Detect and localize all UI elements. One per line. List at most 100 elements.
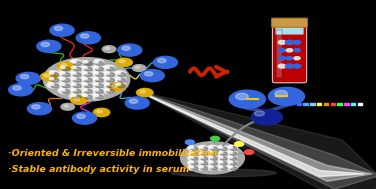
- Text: ·Stable antibody activity in serum: ·Stable antibody activity in serum: [8, 165, 189, 174]
- Circle shape: [73, 95, 81, 99]
- Circle shape: [61, 83, 65, 85]
- Circle shape: [229, 161, 233, 163]
- Circle shape: [191, 147, 198, 150]
- Circle shape: [217, 155, 227, 160]
- Circle shape: [73, 73, 81, 77]
- Circle shape: [230, 167, 237, 170]
- Bar: [337, 103, 342, 105]
- Circle shape: [96, 78, 103, 82]
- Circle shape: [230, 147, 237, 150]
- Circle shape: [49, 77, 54, 80]
- Circle shape: [219, 166, 223, 168]
- Circle shape: [217, 165, 227, 170]
- Circle shape: [92, 65, 104, 71]
- Circle shape: [188, 150, 198, 156]
- Circle shape: [103, 71, 115, 77]
- Circle shape: [96, 67, 103, 71]
- Circle shape: [9, 84, 33, 96]
- Circle shape: [92, 60, 104, 66]
- Circle shape: [58, 62, 74, 70]
- Circle shape: [211, 167, 217, 170]
- Ellipse shape: [171, 169, 276, 177]
- Circle shape: [73, 112, 97, 124]
- Circle shape: [62, 84, 70, 88]
- Circle shape: [47, 76, 59, 82]
- Circle shape: [73, 62, 81, 65]
- Circle shape: [114, 82, 126, 88]
- Circle shape: [217, 145, 227, 151]
- Polygon shape: [137, 91, 365, 177]
- Circle shape: [197, 160, 208, 165]
- Circle shape: [103, 88, 115, 94]
- Circle shape: [118, 78, 126, 82]
- Circle shape: [209, 151, 213, 153]
- Circle shape: [92, 76, 104, 82]
- Circle shape: [62, 67, 70, 71]
- Circle shape: [54, 26, 63, 31]
- FancyBboxPatch shape: [276, 30, 282, 78]
- Circle shape: [83, 77, 87, 80]
- Circle shape: [199, 166, 203, 168]
- Circle shape: [211, 157, 217, 160]
- Circle shape: [69, 65, 81, 71]
- Circle shape: [201, 167, 208, 170]
- Circle shape: [191, 152, 198, 155]
- Circle shape: [69, 93, 81, 99]
- Circle shape: [107, 84, 114, 88]
- Circle shape: [58, 76, 70, 82]
- Circle shape: [41, 42, 50, 47]
- Circle shape: [64, 105, 68, 107]
- Circle shape: [220, 147, 227, 150]
- Circle shape: [84, 60, 89, 63]
- Circle shape: [235, 142, 244, 146]
- Circle shape: [211, 162, 217, 165]
- Circle shape: [71, 83, 76, 85]
- Circle shape: [229, 146, 233, 148]
- Circle shape: [209, 161, 213, 163]
- Circle shape: [140, 90, 146, 93]
- Circle shape: [92, 93, 104, 99]
- Circle shape: [94, 61, 99, 63]
- Circle shape: [211, 152, 217, 155]
- Circle shape: [219, 146, 223, 148]
- Circle shape: [94, 94, 99, 97]
- Circle shape: [294, 49, 300, 52]
- Circle shape: [286, 49, 293, 52]
- Circle shape: [83, 89, 87, 91]
- Circle shape: [96, 95, 103, 99]
- Circle shape: [293, 64, 301, 68]
- Circle shape: [62, 78, 70, 82]
- Circle shape: [105, 83, 109, 85]
- Circle shape: [96, 90, 103, 93]
- Circle shape: [209, 156, 213, 158]
- Circle shape: [118, 73, 126, 77]
- Circle shape: [58, 82, 70, 88]
- Circle shape: [207, 160, 218, 165]
- Circle shape: [61, 64, 67, 67]
- Circle shape: [20, 74, 29, 79]
- Circle shape: [62, 73, 70, 77]
- Circle shape: [188, 165, 198, 170]
- Circle shape: [190, 151, 194, 153]
- Circle shape: [105, 72, 109, 74]
- Circle shape: [207, 155, 218, 160]
- Bar: [303, 103, 308, 105]
- Circle shape: [119, 60, 125, 63]
- Circle shape: [105, 66, 109, 69]
- Circle shape: [13, 86, 21, 90]
- Circle shape: [84, 78, 92, 82]
- Circle shape: [185, 140, 194, 145]
- Circle shape: [49, 83, 54, 85]
- Circle shape: [227, 155, 237, 160]
- Circle shape: [201, 157, 208, 160]
- Circle shape: [94, 89, 99, 91]
- Circle shape: [61, 77, 65, 80]
- Circle shape: [80, 93, 92, 99]
- Circle shape: [116, 77, 121, 80]
- Circle shape: [41, 72, 57, 81]
- Circle shape: [217, 150, 227, 156]
- Circle shape: [61, 72, 65, 74]
- Circle shape: [201, 147, 208, 150]
- Circle shape: [47, 71, 59, 77]
- Circle shape: [220, 152, 227, 155]
